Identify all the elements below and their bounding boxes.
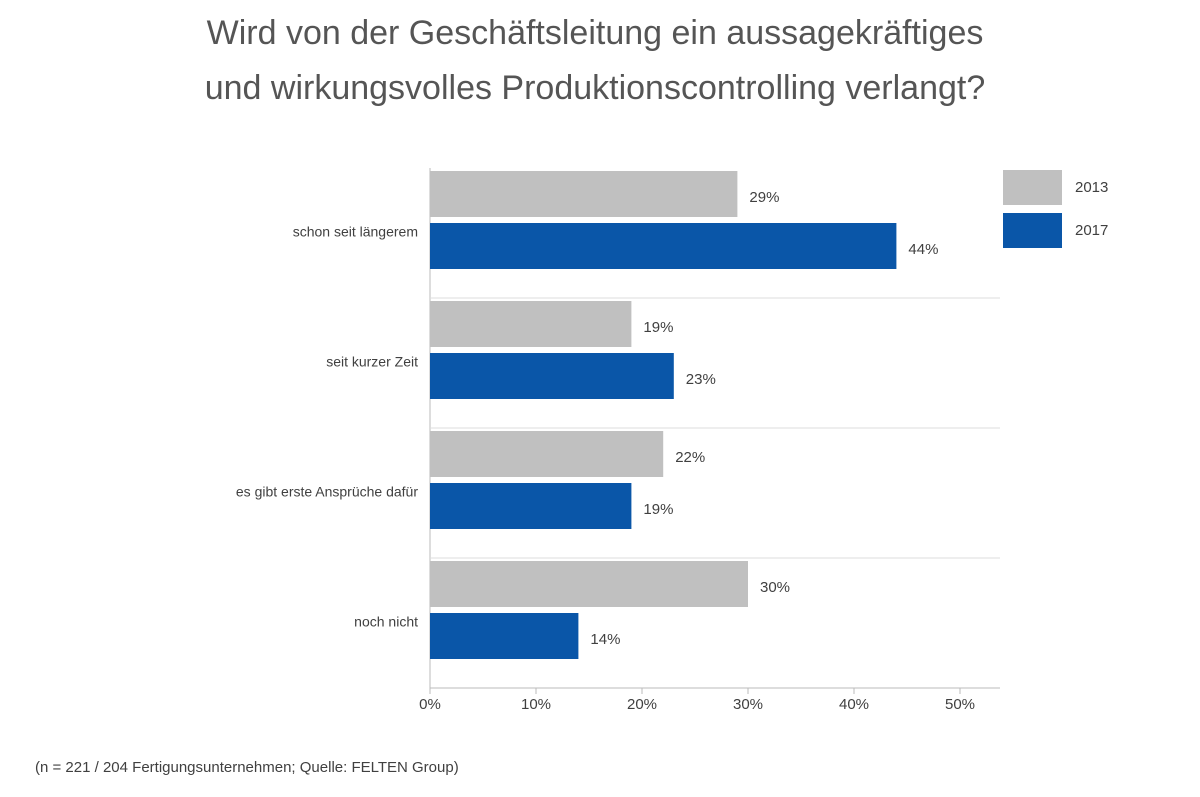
- value-label: 19%: [643, 319, 673, 336]
- x-tick-label: 50%: [945, 696, 975, 713]
- value-label: 29%: [749, 189, 779, 206]
- bar: [430, 353, 674, 399]
- x-tick-label: 0%: [419, 696, 441, 713]
- value-label: 23%: [686, 371, 716, 388]
- legend-swatch: [1003, 213, 1062, 248]
- x-tick-label: 10%: [521, 696, 551, 713]
- bar: [430, 561, 748, 607]
- y-tick-label: schon seit längerem: [293, 224, 418, 240]
- legend-label: 2013: [1075, 179, 1108, 196]
- value-label: 19%: [643, 501, 673, 518]
- bar: [430, 223, 897, 269]
- bar: [430, 431, 664, 477]
- x-tick-label: 40%: [839, 696, 869, 713]
- bar: [430, 301, 632, 347]
- value-label: 44%: [908, 241, 938, 258]
- legend-swatch: [1003, 170, 1062, 205]
- value-label: 30%: [760, 579, 790, 596]
- x-tick-label: 20%: [627, 696, 657, 713]
- legend-label: 2017: [1075, 222, 1108, 239]
- chart-title: Wird von der Geschäftsleitung ein aussag…: [205, 14, 986, 107]
- bar: [430, 613, 579, 659]
- source-note: (n = 221 / 204 Fertigungsunternehmen; Qu…: [35, 759, 459, 776]
- value-label: 14%: [590, 631, 620, 648]
- value-label: 22%: [675, 449, 705, 466]
- y-tick-label: seit kurzer Zeit: [326, 354, 418, 370]
- x-tick-label: 30%: [733, 696, 763, 713]
- bar: [430, 483, 632, 529]
- y-tick-label: es gibt erste Ansprüche dafür: [236, 484, 418, 500]
- y-tick-label: noch nicht: [354, 614, 418, 630]
- bar: [430, 171, 738, 217]
